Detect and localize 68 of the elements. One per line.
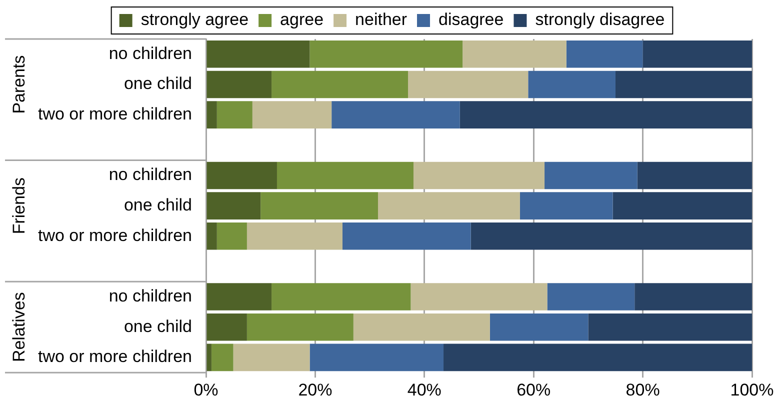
x-tick-label: 20% <box>298 380 332 400</box>
bar <box>211 344 234 372</box>
bar <box>378 192 520 220</box>
y-tick-label: two or more children <box>38 226 192 245</box>
x-tick-label: 40% <box>407 380 442 400</box>
bar <box>260 192 378 220</box>
bar <box>462 40 566 68</box>
bar <box>332 101 460 128</box>
bar <box>637 162 752 190</box>
x-tick-label: 60% <box>516 380 551 400</box>
bar <box>310 344 444 372</box>
bar <box>520 192 613 220</box>
bar <box>612 192 752 220</box>
y-tick-label: one child <box>124 195 192 214</box>
y-tick-label: no children <box>108 286 192 306</box>
bar <box>410 283 548 310</box>
bar <box>413 162 545 190</box>
bar <box>272 283 411 310</box>
y-tick-label: no children <box>108 44 192 63</box>
bar <box>310 40 463 68</box>
bar <box>566 40 643 68</box>
x-tick-label: 100% <box>730 380 774 400</box>
bar <box>206 162 277 190</box>
bar <box>246 222 343 250</box>
bar <box>616 70 752 98</box>
legend-label: neither <box>355 10 408 30</box>
y-tick-label: one child <box>124 74 192 94</box>
bar <box>216 222 247 250</box>
bar <box>216 101 252 128</box>
bar <box>460 101 752 128</box>
text: Friends <box>10 177 29 234</box>
legend-label: disagree <box>438 10 504 30</box>
y-tick-label: no children <box>108 165 192 184</box>
bar <box>544 162 638 190</box>
legend-label: strongly disagree <box>535 10 665 30</box>
bar <box>206 344 212 372</box>
bar <box>353 313 490 341</box>
y-tick-label: two or more children <box>38 347 192 366</box>
bar <box>490 313 588 341</box>
bar <box>444 344 752 372</box>
bar <box>252 101 332 128</box>
x-tick-label: 0% <box>194 380 218 400</box>
bar <box>470 222 752 250</box>
bar <box>342 222 471 250</box>
legend-label: strongly agree <box>140 10 249 30</box>
bar <box>408 70 528 98</box>
bar <box>272 70 408 98</box>
y-tick-label: two or more children <box>38 104 192 124</box>
bar <box>233 344 310 372</box>
bar <box>276 162 414 190</box>
text: Parents <box>10 55 29 114</box>
bar <box>528 70 616 98</box>
bar <box>206 40 310 68</box>
bar <box>206 222 217 250</box>
x-tick-label: 80% <box>626 380 660 400</box>
bar <box>206 70 272 98</box>
bar <box>588 313 752 341</box>
bar <box>642 40 752 68</box>
legend-label: agree <box>280 10 324 30</box>
bar <box>206 283 272 310</box>
bar <box>246 313 354 341</box>
bar <box>634 283 752 310</box>
bar <box>206 192 261 220</box>
bar <box>206 313 247 341</box>
bar <box>547 283 635 310</box>
text: Relatives <box>10 292 29 362</box>
bar <box>206 101 217 128</box>
y-tick-label: one child <box>124 316 192 336</box>
